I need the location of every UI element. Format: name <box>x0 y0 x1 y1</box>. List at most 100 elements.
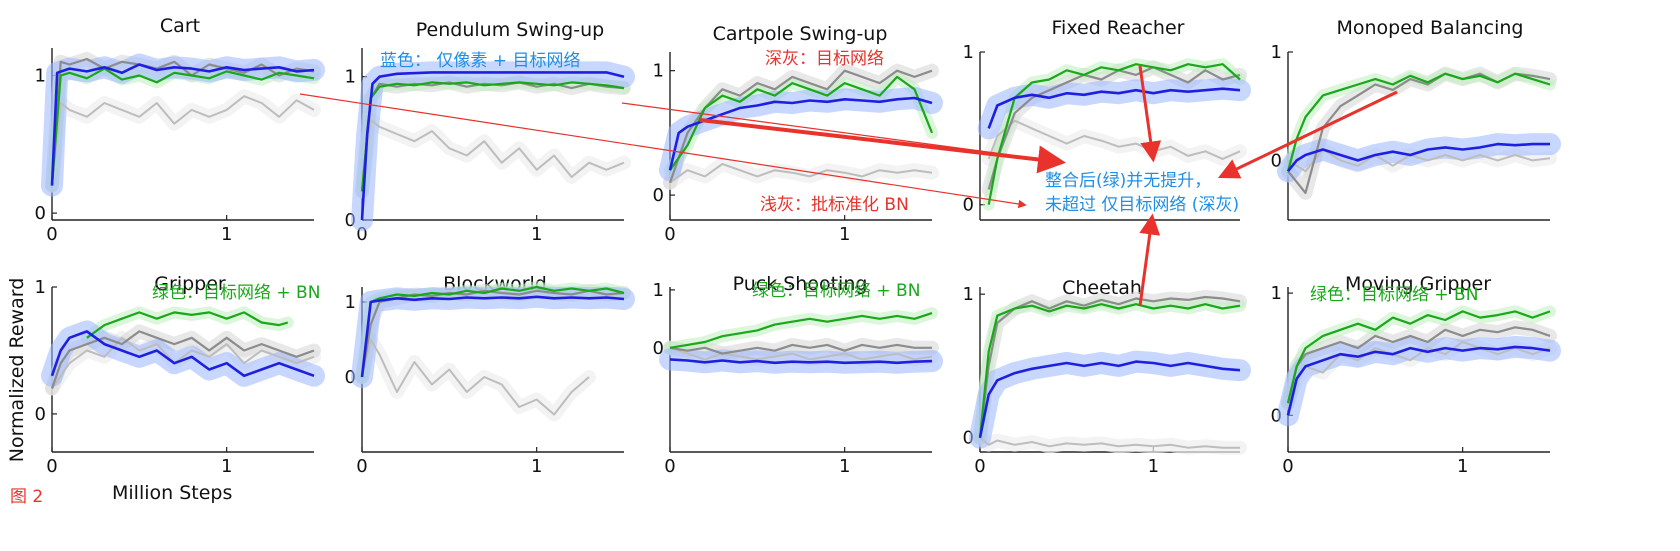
series-line-darkgray <box>978 295 1241 438</box>
series-line-green <box>978 303 1241 438</box>
x-tick-label: 1 <box>221 456 232 477</box>
note-lightgray: 浅灰：批标准化 BN <box>760 195 909 215</box>
y-tick-label: 1 <box>1271 42 1282 63</box>
series-line-darkgray <box>50 330 315 389</box>
series-line-blue <box>50 330 315 378</box>
series-line-green <box>669 312 933 349</box>
series-line-green <box>360 285 625 378</box>
series-line-green <box>1286 72 1551 172</box>
chart-panel: Pendulum Swing-up 0 1 0 1 <box>345 19 635 245</box>
x-tick-label: 1 <box>839 456 850 477</box>
y-tick-label: 1 <box>653 61 664 82</box>
series-line-green <box>360 81 625 192</box>
series-band-lightgray <box>45 89 321 193</box>
x-tick-label: 1 <box>531 456 542 477</box>
y-tick-label: 1 <box>35 66 46 87</box>
x-tick-label: 0 <box>974 456 985 477</box>
chart-panel: Fixed Reacher 0 1 <box>963 17 1251 221</box>
x-tick-label: 1 <box>221 224 232 245</box>
y-tick-label: 1 <box>1271 283 1282 304</box>
series-line-blue <box>1286 345 1551 416</box>
series-line-green <box>50 67 315 186</box>
series-line-lightgray <box>987 119 1241 160</box>
y-tick-label: 0 <box>653 185 664 206</box>
panel-title: Monoped Balancing <box>1336 17 1523 39</box>
series-band-lightgray <box>355 332 597 422</box>
series-band-blue <box>351 285 635 388</box>
series-line-blue <box>669 358 933 365</box>
y-tick-label: 0 <box>35 203 46 224</box>
y-tick-label: 0 <box>963 428 974 449</box>
series-band-green <box>46 62 320 192</box>
note-green-gripper: 绿色：目标网络 + BN <box>152 283 320 303</box>
series-line-lightgray <box>361 118 625 192</box>
series-line-blue <box>360 71 625 221</box>
x-tick-label: 1 <box>1457 456 1468 477</box>
series-line-darkgray <box>668 69 933 184</box>
y-tick-label: 1 <box>963 42 974 63</box>
note-blue: 蓝色： 仅像素 + 目标网络 <box>380 51 580 71</box>
x-tick-label: 0 <box>664 224 675 245</box>
panel-title: Cartpole Swing-up <box>713 23 888 45</box>
series-line-lightgray <box>979 436 1240 449</box>
x-tick-label: 1 <box>531 224 542 245</box>
x-axis-title: Million Steps <box>112 482 232 504</box>
x-tick-label: 1 <box>839 224 850 245</box>
series-band-blue <box>659 87 943 182</box>
y-tick-label: 0 <box>653 338 664 359</box>
y-tick-label: 0 <box>963 195 974 216</box>
y-tick-label: 1 <box>653 280 664 301</box>
series-line-blue <box>987 87 1241 129</box>
y-tick-label: 1 <box>345 67 356 88</box>
y-tick-label: 0 <box>1271 405 1282 426</box>
series-line-lightgray <box>51 95 315 186</box>
panel-title: Moving Gripper <box>1345 273 1491 295</box>
series-line-lightgray <box>669 346 933 361</box>
y-axis-title: Normalized Reward <box>6 278 28 463</box>
x-tick-label: 0 <box>46 224 57 245</box>
figure-label: 图 2 <box>10 487 43 507</box>
x-tick-label: 1 <box>1148 456 1159 477</box>
chart-panel: Monoped Balancing 0 1 <box>1271 17 1561 221</box>
note-darkgray: 深灰：目标网络 <box>765 49 884 69</box>
annotation-arrow <box>1138 65 1162 163</box>
chart-panel: Gripper 0 1 0 1 <box>35 273 325 477</box>
panel-title: Gripper <box>154 273 226 295</box>
series-band-lightgray <box>355 112 631 199</box>
note-green-moving: 绿色：目标网络 + BN <box>1310 285 1478 305</box>
y-tick-label: 1 <box>345 292 356 313</box>
y-tick-label: 1 <box>35 277 46 298</box>
series-line-lightgray <box>669 163 933 184</box>
panel-title: Cheetah <box>1062 277 1142 299</box>
chart-panel: Moving Gripper 0 1 0 1 <box>1271 273 1561 477</box>
y-tick-label: 0 <box>1271 150 1282 171</box>
series-line-green <box>1286 310 1551 404</box>
conclusion-line-2: 未超过 仅目标网络 (深灰) <box>1045 195 1239 215</box>
series-line-blue <box>50 63 315 186</box>
x-tick-label: 0 <box>1282 456 1293 477</box>
series-line-lightgray <box>1287 148 1551 173</box>
series-line-lightgray <box>361 338 590 416</box>
annotation-arrow <box>699 118 1066 174</box>
chart-panel: Cartpole Swing-up 0 1 0 1 <box>653 23 943 245</box>
series-line-blue <box>668 96 933 171</box>
annotations-group: Million Steps Normalized Reward 图 2 蓝色： 仅像素… <box>6 49 1478 507</box>
x-tick-label: 0 <box>356 224 367 245</box>
y-tick-label: 0 <box>35 404 46 425</box>
series-line-green <box>86 311 289 339</box>
panel-title: Puck Shooting <box>733 273 868 295</box>
y-tick-label: 0 <box>345 367 356 388</box>
panel-title: Fixed Reacher <box>1052 17 1185 39</box>
conclusion-line-1: 整合后(绿)并无提升， <box>1045 171 1211 191</box>
chart-panel: Cart 0 1 0 1 <box>35 15 325 245</box>
series-line-blue <box>978 360 1241 438</box>
series-band-blue <box>1277 335 1561 427</box>
series-line-green <box>669 75 934 171</box>
note-green-puck: 绿色：目标网络 + BN <box>752 281 920 301</box>
series-line-darkgray <box>1286 326 1551 404</box>
annotation-arrow <box>299 93 1027 209</box>
series-line-darkgray <box>669 343 932 355</box>
annotation-arrow <box>1138 213 1161 307</box>
series-line-darkgray <box>987 66 1241 190</box>
